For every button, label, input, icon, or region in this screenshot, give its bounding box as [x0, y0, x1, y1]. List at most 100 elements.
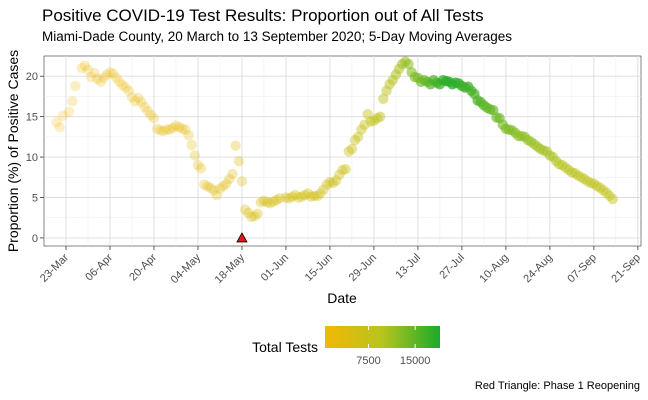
x-axis: 23-Mar 06-Apr 20-Apr 04-May 18-May 01-Jun 15-J…: [38, 246, 643, 286]
x-tick-label: 24-Aug: [521, 252, 555, 286]
data-point: [572, 170, 584, 181]
data-point: [70, 80, 81, 92]
data-point: [252, 208, 263, 219]
x-tick-label: 20-Apr: [127, 251, 159, 283]
data-point: [170, 120, 182, 131]
data-point: [158, 125, 169, 137]
data-point: [227, 168, 238, 180]
legend-title: Total Tests: [252, 339, 318, 355]
data-point: [167, 122, 179, 134]
data-point: [327, 177, 339, 189]
data-point: [133, 92, 144, 104]
data-point: [246, 211, 257, 223]
data-point: [356, 124, 367, 135]
data-point: [371, 113, 383, 124]
data-point: [161, 124, 172, 135]
data-point: [217, 180, 229, 192]
data-point: [192, 159, 204, 171]
data-point: [334, 169, 345, 181]
data-point: [585, 177, 596, 189]
data-point: [594, 182, 606, 193]
color-legend: Total Tests 7500 15000: [252, 326, 440, 367]
data-point: [214, 183, 226, 194]
x-tick-label: 04-May: [169, 251, 204, 286]
data-point: [290, 189, 301, 201]
data-point: [148, 113, 160, 124]
data-point: [123, 85, 135, 96]
data-point: [255, 197, 267, 208]
data-point: [582, 176, 593, 187]
data-point: [309, 190, 320, 202]
data-point: [63, 106, 75, 117]
y-tick-label: 0: [32, 233, 38, 245]
data-point: [221, 178, 232, 189]
x-tick-label: 10-Aug: [477, 252, 511, 286]
data-point: [579, 173, 590, 185]
data-point: [362, 109, 373, 120]
data-point: [89, 67, 100, 79]
reopening-marker: [236, 232, 248, 243]
data-point: [183, 130, 194, 141]
data-point: [315, 188, 326, 199]
data-point: [51, 117, 62, 128]
data-point: [265, 197, 276, 209]
data-point: [195, 163, 207, 174]
data-point: [343, 146, 354, 157]
data-point: [79, 60, 91, 71]
data-point: [280, 192, 292, 203]
data-point: [92, 73, 103, 84]
data-point: [54, 121, 65, 133]
data-point: [324, 176, 336, 188]
data-point: [202, 180, 213, 192]
data-point: [233, 155, 245, 167]
data-point: [403, 58, 414, 70]
data-point: [299, 189, 310, 201]
data-point: [560, 162, 571, 173]
data-point: [569, 168, 581, 179]
data-point: [142, 105, 153, 117]
data-point: [368, 115, 380, 126]
data-point: [296, 191, 307, 202]
data-point: [604, 190, 615, 202]
data-point: [139, 101, 150, 113]
data-point: [261, 197, 273, 208]
data-point: [359, 119, 370, 130]
x-tick-label: 29-Jun: [347, 252, 379, 284]
data-point: [57, 110, 69, 122]
data-point: [117, 79, 128, 91]
y-tick-label: 5: [32, 192, 38, 204]
data-point: [107, 68, 119, 79]
y-tick-label: 10: [26, 152, 38, 164]
y-tick-label: 20: [26, 71, 38, 83]
data-point: [126, 92, 138, 103]
data-point: [274, 193, 285, 204]
data-point: [378, 93, 389, 105]
data-point: [120, 82, 131, 93]
data-point: [331, 175, 342, 186]
data-point: [205, 182, 216, 193]
x-tick-label: 07-Sep: [565, 252, 599, 286]
reopening-marker-layer: [236, 232, 248, 243]
data-point: [177, 123, 188, 134]
x-tick-label: 13-Jul: [393, 252, 423, 282]
data-point: [199, 179, 210, 190]
data-point: [243, 207, 254, 219]
legend-colorbar: [325, 326, 440, 348]
data-point: [155, 125, 166, 136]
legend-tick-label: 7500: [356, 355, 380, 367]
y-axis-label: Proportion (%) of Positive Cases: [5, 50, 21, 252]
minor-gridlines: [44, 56, 641, 246]
data-point: [85, 71, 97, 83]
data-point: [82, 64, 94, 75]
data-point: [189, 150, 201, 161]
x-tick-label: 21-Sep: [609, 252, 643, 286]
data-point: [601, 187, 612, 198]
data-point: [76, 62, 87, 74]
legend-ticks: 7500 15000: [356, 326, 430, 367]
chart-caption: Red Triangle: Phase 1 Reopening: [474, 380, 640, 392]
data-point: [67, 96, 78, 107]
x-axis-label: Date: [327, 290, 357, 306]
data-point: [563, 164, 574, 176]
data-point: [318, 184, 329, 195]
y-axis: 0 5 10 15 20: [26, 71, 44, 245]
